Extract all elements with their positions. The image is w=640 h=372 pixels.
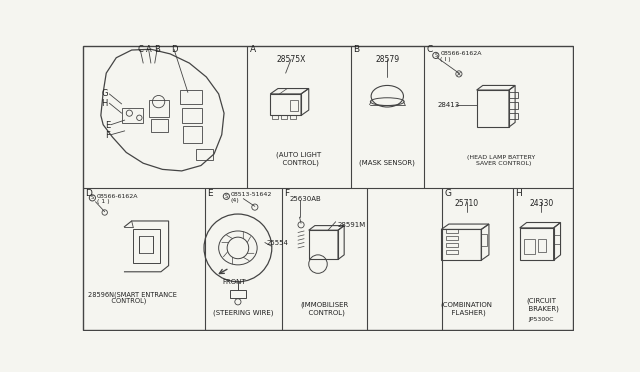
Text: (STEERING WIRE): (STEERING WIRE) xyxy=(213,309,273,316)
Bar xyxy=(538,240,546,252)
Bar xyxy=(446,243,458,247)
Text: D: D xyxy=(171,45,177,54)
Bar xyxy=(133,229,160,263)
Bar xyxy=(183,126,202,143)
Text: F: F xyxy=(284,189,289,198)
Text: E: E xyxy=(207,189,212,198)
Text: A: A xyxy=(146,45,152,54)
Text: (AUTO LIGHT
  CONTROL): (AUTO LIGHT CONTROL) xyxy=(276,151,321,166)
Text: S: S xyxy=(225,194,228,199)
Bar xyxy=(308,230,338,260)
Text: 28591M: 28591M xyxy=(337,222,365,228)
Text: H: H xyxy=(515,189,522,198)
Text: (MASK SENSOR): (MASK SENSOR) xyxy=(359,159,415,166)
Text: C: C xyxy=(137,45,143,54)
Text: G: G xyxy=(102,89,108,99)
Text: C: C xyxy=(427,45,433,54)
Text: FRONT: FRONT xyxy=(223,279,246,285)
Text: (COMBINATION
  FLASHER): (COMBINATION FLASHER) xyxy=(440,302,493,316)
Bar xyxy=(140,236,153,253)
Text: (CIRCUIT
  BRAKER): (CIRCUIT BRAKER) xyxy=(524,298,559,312)
Text: S: S xyxy=(91,195,94,201)
Bar xyxy=(520,228,554,260)
Bar xyxy=(509,102,518,109)
Text: B: B xyxy=(353,45,360,54)
Text: 25554: 25554 xyxy=(266,240,288,246)
Text: (4): (4) xyxy=(231,198,240,203)
Bar xyxy=(524,239,535,254)
Text: 28575X: 28575X xyxy=(276,55,306,64)
Text: (IMMOBILISER
  CONTROL): (IMMOBILISER CONTROL) xyxy=(300,302,348,316)
Text: D: D xyxy=(84,189,92,198)
Text: 28413: 28413 xyxy=(437,102,460,109)
Text: H: H xyxy=(102,99,108,108)
Bar xyxy=(272,115,278,119)
Text: 08513-51642: 08513-51642 xyxy=(231,192,273,197)
Text: ( I ): ( I ) xyxy=(440,57,451,62)
Text: 28596N(SMART ENTRANCE: 28596N(SMART ENTRANCE xyxy=(88,291,177,298)
Text: 28579: 28579 xyxy=(375,55,399,64)
Bar xyxy=(446,230,458,233)
Bar xyxy=(441,230,481,260)
Bar xyxy=(477,90,509,127)
Bar xyxy=(182,108,202,123)
Bar xyxy=(509,113,518,119)
Bar xyxy=(281,115,287,119)
Text: (HEAD LAMP BATTERY
  SAVER CONTROL): (HEAD LAMP BATTERY SAVER CONTROL) xyxy=(467,155,536,166)
Bar xyxy=(151,119,168,132)
Text: JP5300C: JP5300C xyxy=(529,317,554,322)
Bar xyxy=(481,234,488,246)
Text: S: S xyxy=(434,53,437,58)
Text: CONTROL): CONTROL) xyxy=(88,297,146,304)
Text: 08566-6162A: 08566-6162A xyxy=(440,51,482,57)
Bar xyxy=(554,235,560,244)
Bar xyxy=(196,150,212,160)
Bar xyxy=(446,236,458,240)
Bar xyxy=(270,94,301,115)
Bar xyxy=(291,100,298,111)
Text: 08566-6162A: 08566-6162A xyxy=(97,194,138,199)
Bar xyxy=(509,92,518,98)
Bar xyxy=(291,115,296,119)
Text: G: G xyxy=(444,189,451,198)
Bar xyxy=(180,90,202,104)
Text: A: A xyxy=(250,45,257,54)
Text: ( 1 ): ( 1 ) xyxy=(97,199,109,204)
Text: 24330: 24330 xyxy=(529,199,554,208)
Bar xyxy=(230,290,246,298)
Text: 25710: 25710 xyxy=(454,199,479,208)
Bar xyxy=(122,108,143,123)
Text: E: E xyxy=(105,121,110,130)
Bar xyxy=(446,250,458,254)
Text: B: B xyxy=(154,45,160,54)
Bar xyxy=(149,100,170,117)
Text: F: F xyxy=(105,131,109,140)
Text: 25630AB: 25630AB xyxy=(289,196,321,202)
